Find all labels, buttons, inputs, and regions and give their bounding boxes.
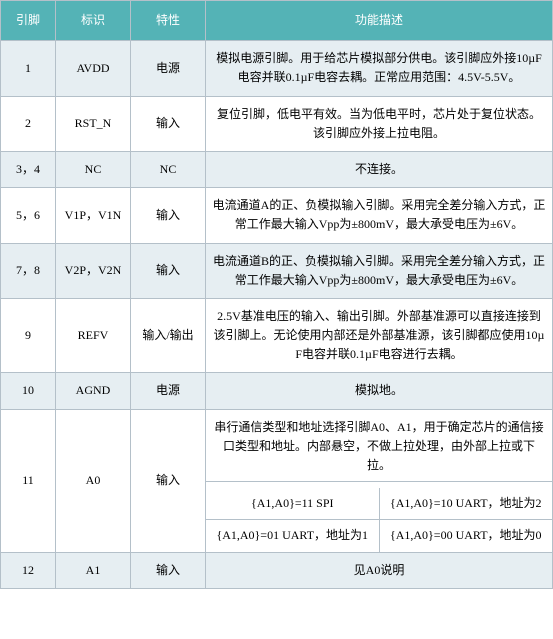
table-row: 3，4 NC NC 不连接。 <box>1 151 553 187</box>
header-pin: 引脚 <box>1 1 56 41</box>
cell-desc: 模拟电源引脚。用于给芯片模拟部分供电。该引脚应外接10µF电容并联0.1µF电容… <box>206 41 553 96</box>
a0-sub-cell: {A1,A0}=10 UART，地址为2 <box>379 488 552 520</box>
header-row: 引脚 标识 特性 功能描述 <box>1 1 553 41</box>
cell-desc: 见A0说明 <box>206 552 553 588</box>
a0-sub-cell: {A1,A0}=00 UART，地址为0 <box>379 520 552 552</box>
cell-desc: 模拟地。 <box>206 373 553 409</box>
table-row: 12 A1 输入 见A0说明 <box>1 552 553 588</box>
cell-pin: 12 <box>1 552 56 588</box>
header-label: 标识 <box>56 1 131 41</box>
table-row-a0: 11 A0 输入 串行通信类型和地址选择引脚A0、A1，用于确定芯片的通信接口类… <box>1 409 553 552</box>
cell-pin: 10 <box>1 373 56 409</box>
cell-label: V1P，V1N <box>56 188 131 243</box>
cell-desc: 不连接。 <box>206 151 553 187</box>
cell-label: A1 <box>56 552 131 588</box>
pin-table: 引脚 标识 特性 功能描述 1 AVDD 电源 模拟电源引脚。用于给芯片模拟部分… <box>0 0 553 589</box>
cell-pin: 3，4 <box>1 151 56 187</box>
table-row: 5，6 V1P，V1N 输入 电流通道A的正、负模拟输入引脚。采用完全差分输入方… <box>1 188 553 243</box>
cell-attr: 电源 <box>131 41 206 96</box>
header-attr: 特性 <box>131 1 206 41</box>
cell-label: AVDD <box>56 41 131 96</box>
cell-pin: 5，6 <box>1 188 56 243</box>
cell-pin: 11 <box>1 409 56 552</box>
cell-label: V2P，V2N <box>56 243 131 298</box>
cell-attr: 输入 <box>131 409 206 552</box>
table-row: 1 AVDD 电源 模拟电源引脚。用于给芯片模拟部分供电。该引脚应外接10µF电… <box>1 41 553 96</box>
table-body: 1 AVDD 电源 模拟电源引脚。用于给芯片模拟部分供电。该引脚应外接10µF电… <box>1 41 553 589</box>
cell-pin: 1 <box>1 41 56 96</box>
cell-desc: 复位引脚，低电平有效。当为低电平时，芯片处于复位状态。该引脚应外接上拉电阻。 <box>206 96 553 151</box>
cell-label: RST_N <box>56 96 131 151</box>
a0-desc-text: 串行通信类型和地址选择引脚A0、A1，用于确定芯片的通信接口类型和地址。内部悬空… <box>206 410 552 483</box>
cell-desc: 电流通道A的正、负模拟输入引脚。采用完全差分输入方式，正常工作最大输入Vpp为±… <box>206 188 553 243</box>
table-row: 10 AGND 电源 模拟地。 <box>1 373 553 409</box>
cell-attr: 输入 <box>131 243 206 298</box>
cell-attr: 输入 <box>131 96 206 151</box>
cell-attr: 输入 <box>131 188 206 243</box>
cell-label: A0 <box>56 409 131 552</box>
cell-pin: 9 <box>1 298 56 373</box>
cell-label: AGND <box>56 373 131 409</box>
cell-desc-a0: 串行通信类型和地址选择引脚A0、A1，用于确定芯片的通信接口类型和地址。内部悬空… <box>206 409 553 552</box>
a0-sub-cell: {A1,A0}=11 SPI <box>206 488 379 520</box>
cell-label: REFV <box>56 298 131 373</box>
cell-attr: 电源 <box>131 373 206 409</box>
cell-desc: 电流通道B的正、负模拟输入引脚。采用完全差分输入方式，正常工作最大输入Vpp为±… <box>206 243 553 298</box>
cell-attr: NC <box>131 151 206 187</box>
cell-label: NC <box>56 151 131 187</box>
header-desc: 功能描述 <box>206 1 553 41</box>
cell-desc: 2.5V基准电压的输入、输出引脚。外部基准源可以直接连接到该引脚上。无论使用内部… <box>206 298 553 373</box>
cell-attr: 输入/输出 <box>131 298 206 373</box>
table-row: 9 REFV 输入/输出 2.5V基准电压的输入、输出引脚。外部基准源可以直接连… <box>1 298 553 373</box>
cell-pin: 7，8 <box>1 243 56 298</box>
cell-attr: 输入 <box>131 552 206 588</box>
a0-sub-cell: {A1,A0}=01 UART，地址为1 <box>206 520 379 552</box>
a0-sub-table: {A1,A0}=11 SPI {A1,A0}=10 UART，地址为2 {A1,… <box>206 488 552 551</box>
table-row: 7，8 V2P，V2N 输入 电流通道B的正、负模拟输入引脚。采用完全差分输入方… <box>1 243 553 298</box>
cell-pin: 2 <box>1 96 56 151</box>
table-row: 2 RST_N 输入 复位引脚，低电平有效。当为低电平时，芯片处于复位状态。该引… <box>1 96 553 151</box>
